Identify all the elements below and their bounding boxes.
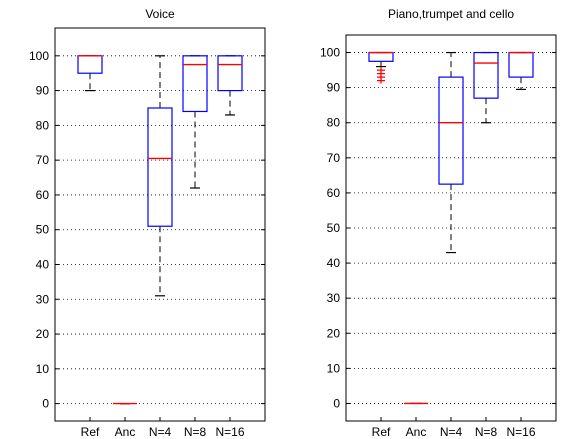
y-tick-label: 60: [36, 188, 50, 202]
y-tick-label: 70: [36, 153, 50, 167]
iqr-box: [182, 55, 208, 113]
y-tick-label: 30: [327, 291, 341, 305]
y-tick-label: 80: [36, 118, 50, 132]
y-tick-label: 40: [36, 257, 50, 271]
y-tick-label: 80: [327, 116, 341, 130]
x-tick-label: N=8: [184, 425, 207, 439]
x-tick-label: N=4: [440, 425, 463, 439]
outlier-marker: [377, 77, 385, 84]
chart-title: Voice: [145, 7, 175, 21]
x-tick-label: Ref: [372, 425, 391, 439]
y-tick-label: 90: [36, 84, 50, 98]
y-tick-label: 10: [36, 362, 50, 376]
x-tick-label: N=16: [215, 425, 244, 439]
instruments-panel: Piano,trumpet and cello 0 10 20 30 40 50 60 70 80…: [320, 7, 557, 439]
voice-panel: Voice 0 10 20 30 40 50 60 70 80 90 100 Ref Anc N=4 N=8 N…: [29, 7, 266, 439]
y-tick-label: 40: [327, 256, 341, 270]
y-tick-label: 30: [36, 292, 50, 306]
iqr-box: [147, 107, 173, 227]
y-tick-label: 10: [327, 361, 341, 375]
iqr-box: [217, 55, 243, 92]
x-tick-label: Anc: [406, 425, 427, 439]
y-tick-label: 20: [36, 327, 50, 341]
x-tick-label: N=8: [475, 425, 498, 439]
iqr-box: [438, 76, 464, 185]
x-tick-label: Anc: [115, 425, 136, 439]
x-tick-label: N=16: [506, 425, 535, 439]
y-tick-label: 20: [327, 326, 341, 340]
y-tick-label: 0: [333, 396, 340, 410]
y-tick-label: 70: [327, 151, 341, 165]
y-tick-label: 100: [29, 49, 49, 63]
y-tick-label: 0: [42, 397, 49, 411]
y-tick-label: 50: [327, 221, 341, 235]
chart-title: Piano,trumpet and cello: [388, 7, 514, 21]
x-tick-label: N=4: [149, 425, 172, 439]
y-tick-label: 90: [327, 81, 341, 95]
y-tick-label: 60: [327, 186, 341, 200]
y-tick-label: 100: [320, 46, 340, 60]
iqr-box: [473, 51, 499, 99]
y-tick-label: 50: [36, 223, 50, 237]
x-tick-label: Ref: [81, 425, 100, 439]
